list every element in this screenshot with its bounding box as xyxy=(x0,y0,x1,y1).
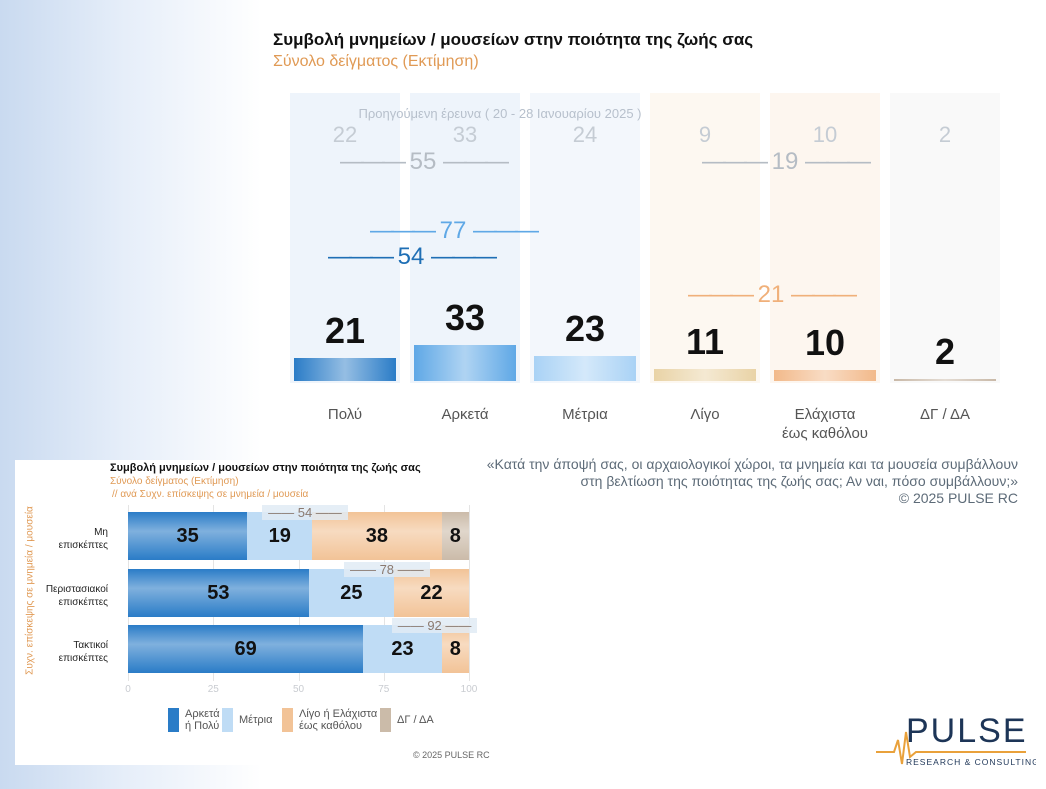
quote-text: «Κατά την άποψή σας, οι αρχαιολογικοί χώ… xyxy=(486,456,1018,489)
row-label: Τακτικοί επισκέπτες xyxy=(58,640,108,664)
net-previous-positive: ——— 55 ——— xyxy=(340,148,509,175)
category-label: Λίγο xyxy=(690,406,720,423)
net-positive: ——— 54 ——— xyxy=(328,243,497,270)
bar xyxy=(774,370,876,381)
bar-segment: 8 xyxy=(441,625,469,673)
bar xyxy=(414,344,516,381)
row-label: Περιστασιακοί επισκέπτες xyxy=(45,584,108,608)
x-tick-label: 50 xyxy=(292,684,305,695)
bottom-chart-copyright: © 2025 PULSE RC xyxy=(413,750,490,760)
column-background xyxy=(410,93,520,383)
category-label: ΔΓ / ΔΑ xyxy=(920,406,970,423)
bar-segment: 23 xyxy=(363,625,442,673)
legend-item: Μέτρια xyxy=(222,708,272,732)
previous-value: 24 xyxy=(572,122,598,147)
legend-label: Λίγο ή Ελάχιστα έως καθόλου xyxy=(299,708,378,732)
row-label: Μη επισκέπτες xyxy=(58,527,108,551)
bottom-chart-title: Συμβολή μνημείων / μουσείων στην ποιότητ… xyxy=(110,462,421,474)
previous-value: 22 xyxy=(332,122,358,147)
category-label: Πολύ xyxy=(327,406,363,423)
data-label: 23 xyxy=(564,307,606,349)
category-label: Μέτρια xyxy=(562,406,608,423)
data-label: 10 xyxy=(804,322,846,363)
pulse-logo: PULSE RESEARCH & CONSULTING xyxy=(876,712,1039,772)
x-tick-label: 0 xyxy=(125,684,131,695)
column-background xyxy=(530,93,640,383)
legend-item: Αρκετά ή Πολύ xyxy=(168,708,220,732)
svg-text:PULSE: PULSE xyxy=(906,712,1028,750)
legend-label: Μέτρια xyxy=(239,714,273,726)
net-label: —— 54 —— xyxy=(262,505,348,520)
legend-swatch xyxy=(380,708,391,732)
legend-label: ΔΓ / ΔΑ xyxy=(397,714,434,726)
question-quote: «Κατά την άποψή σας, οι αρχαιολογικοί χώ… xyxy=(470,456,1018,507)
bottom-chart-subtitle-2: // ανά Συχν. επίσκεψης σε μνημεία / μουσ… xyxy=(112,489,309,500)
bottom-chart-subtitle: Σύνολο δείγματος (Εκτίμηση) xyxy=(110,476,239,487)
legend-item: ΔΓ / ΔΑ xyxy=(380,708,434,732)
data-label: 33 xyxy=(444,296,486,338)
bar-segment: 53 xyxy=(128,569,309,617)
bar-segment: 35 xyxy=(128,512,248,560)
net-label: —— 92 —— xyxy=(391,618,478,633)
net-negative: ——— 21 ——— xyxy=(688,281,857,308)
legend-swatch xyxy=(222,708,233,732)
category-label: Αρκετά xyxy=(441,406,489,423)
x-tick-label: 25 xyxy=(207,684,219,695)
x-tick-label: 75 xyxy=(378,684,390,695)
bar xyxy=(294,357,396,381)
bar-segment: 25 xyxy=(308,569,394,617)
gridline xyxy=(469,505,470,681)
chart-subtitle: Σύνολο δείγματος (Εκτίμηση) xyxy=(273,53,479,70)
bar xyxy=(654,368,756,381)
x-tick-label: 100 xyxy=(460,684,478,695)
bar-segment: 38 xyxy=(312,512,442,560)
column-background xyxy=(890,93,1000,383)
column-background xyxy=(290,93,400,383)
chart-title: Συμβολή μνημείων / μουσείων στην ποιότητ… xyxy=(273,30,754,49)
previous-value: 10 xyxy=(812,122,838,147)
net-positive-with-moderate: ——— 77 ——— xyxy=(370,217,539,244)
column-background xyxy=(770,93,880,383)
copyright: © 2025 PULSE RC xyxy=(898,490,1018,506)
net-label: —— 78 —— xyxy=(343,562,430,577)
legend-item: Λίγο ή Ελάχιστα έως καθόλου xyxy=(282,708,377,732)
svg-text:RESEARCH & CONSULTING: RESEARCH & CONSULTING xyxy=(906,757,1036,767)
data-label: 11 xyxy=(685,320,725,362)
net-previous-negative: ——— 19 ——— xyxy=(702,148,871,175)
previous-value: 33 xyxy=(452,122,478,147)
category-label: Ελάχιστα έως καθόλου xyxy=(781,406,868,442)
legend-swatch xyxy=(282,708,293,732)
previous-survey-label: Προηγούμενη έρευνα ( 20 - 28 Ιανουαρίου … xyxy=(358,106,642,121)
bar-segment: 69 xyxy=(128,625,364,673)
bar xyxy=(534,355,636,381)
bar-segment: 8 xyxy=(441,512,469,560)
data-label: 2 xyxy=(934,330,956,372)
previous-value: 2 xyxy=(938,122,952,147)
column-background xyxy=(650,93,760,383)
bar-segment: 19 xyxy=(247,512,313,560)
legend-label: Αρκετά ή Πολύ xyxy=(185,708,220,732)
data-label: 21 xyxy=(324,309,366,351)
bar xyxy=(894,378,996,381)
previous-value: 9 xyxy=(698,122,712,147)
bottom-chart-y-label: Συχν. επίσκεψης σε μνημεία / μουσεία xyxy=(24,506,36,675)
bar-segment: 22 xyxy=(393,569,469,617)
legend-swatch xyxy=(168,708,179,732)
